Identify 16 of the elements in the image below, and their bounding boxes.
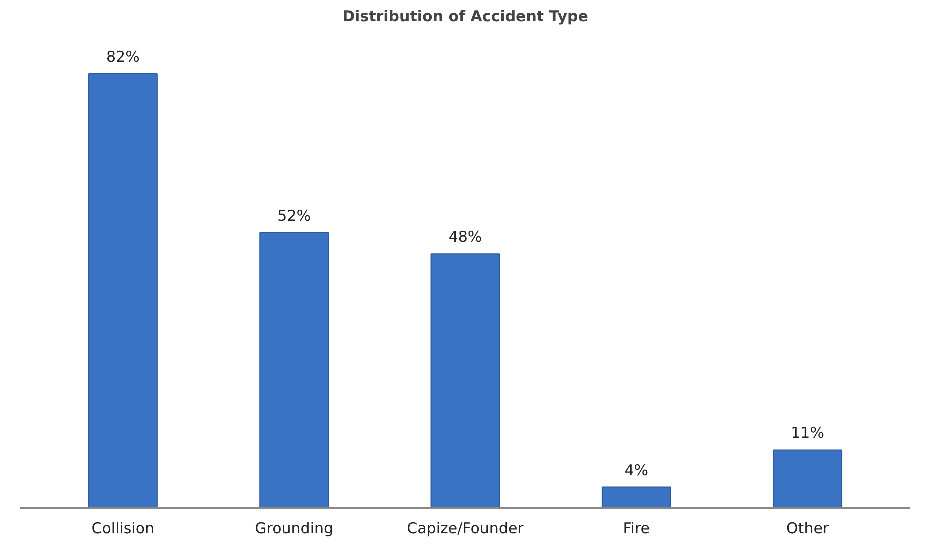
data-label: 52% — [278, 206, 312, 225]
x-tick-label: Fire — [623, 520, 650, 538]
data-label: 11% — [791, 424, 824, 442]
data-label: 48% — [448, 228, 482, 246]
data-label: 82% — [106, 48, 140, 66]
bar — [602, 486, 672, 508]
bar — [430, 254, 500, 508]
x-tick-label: Capize/Founder — [407, 520, 525, 538]
x-tick-label: Collision — [92, 520, 155, 538]
x-tick-label: Grounding — [255, 520, 334, 538]
chart-title: Distribution of Accident Type — [342, 8, 588, 26]
x-tick-label: Other — [786, 520, 830, 538]
bar — [260, 232, 330, 508]
bar — [773, 450, 843, 508]
data-label: 4% — [624, 461, 649, 480]
bar — [88, 73, 158, 508]
